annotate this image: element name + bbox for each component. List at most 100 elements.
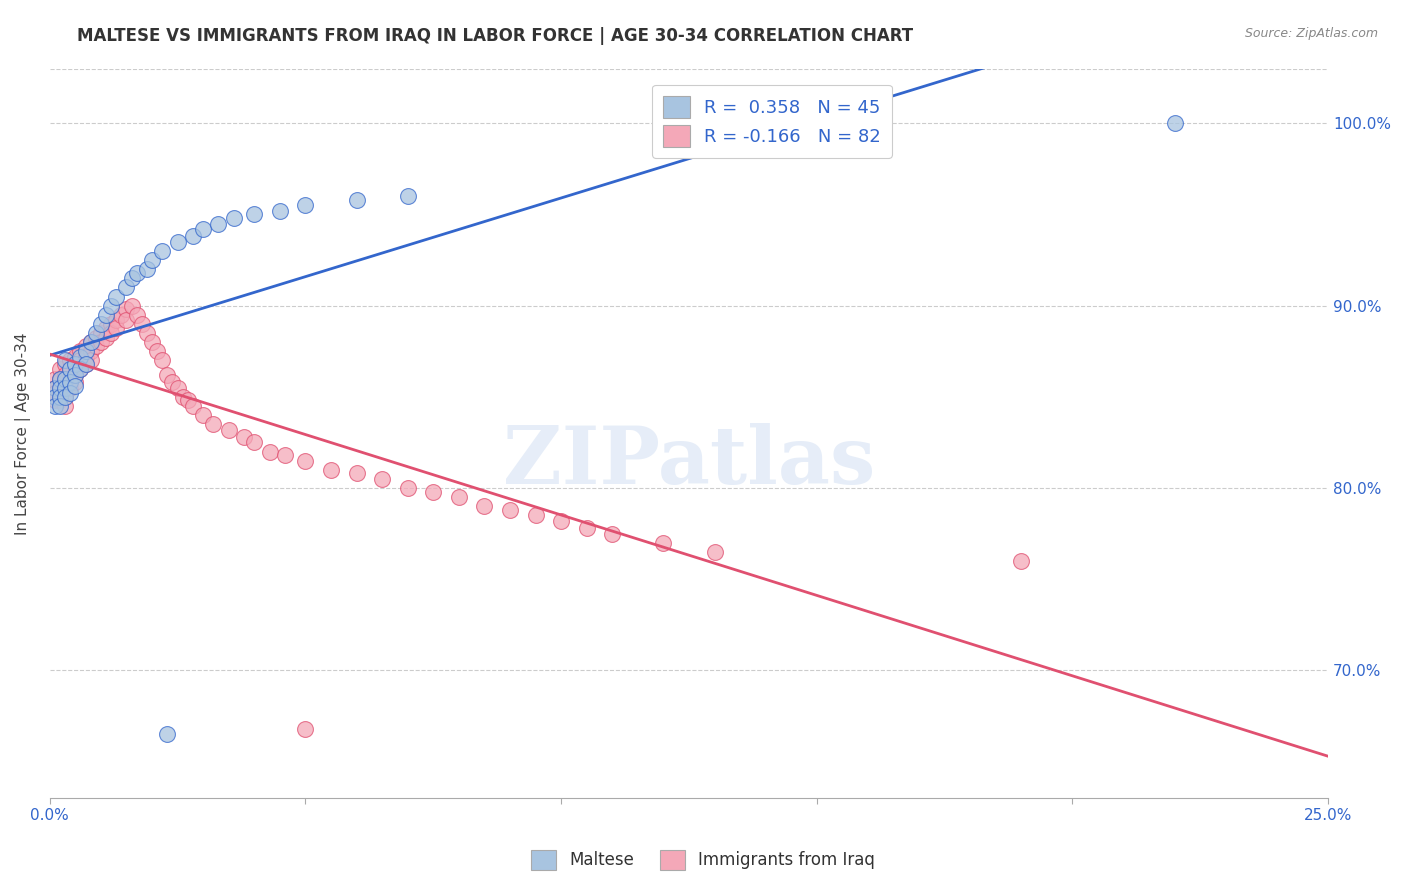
- Point: [75, 339, 97, 353]
- Point: [156, 368, 179, 382]
- Point: [79, 335, 101, 350]
- Point: [90, 335, 112, 350]
- Point: [141, 335, 163, 350]
- Point: [146, 344, 169, 359]
- Point: [156, 727, 179, 741]
- Point: [294, 453, 316, 467]
- Point: [59, 386, 82, 401]
- Point: [59, 381, 82, 395]
- Point: [94, 331, 117, 345]
- Point: [191, 408, 214, 422]
- Point: [65, 357, 87, 371]
- Point: [90, 326, 112, 340]
- Point: [59, 362, 82, 376]
- Point: [59, 371, 82, 385]
- Point: [49, 371, 72, 385]
- Legend: Maltese, Immigrants from Iraq: Maltese, Immigrants from Iraq: [524, 843, 882, 877]
- Point: [125, 308, 148, 322]
- Point: [53, 381, 76, 395]
- Point: [181, 399, 204, 413]
- Point: [166, 381, 188, 395]
- Point: [53, 390, 76, 404]
- Point: [65, 376, 87, 390]
- Point: [49, 362, 72, 376]
- Point: [202, 417, 225, 432]
- Point: [115, 280, 138, 294]
- Point: [44, 371, 66, 385]
- Y-axis label: In Labor Force | Age 30-34: In Labor Force | Age 30-34: [15, 332, 31, 534]
- Point: [150, 353, 173, 368]
- Point: [53, 371, 76, 385]
- Point: [59, 362, 82, 376]
- Point: [49, 371, 72, 385]
- Point: [294, 198, 316, 212]
- Point: [53, 376, 76, 390]
- Point: [499, 503, 522, 517]
- Point: [53, 390, 76, 404]
- Point: [422, 484, 444, 499]
- Point: [79, 344, 101, 359]
- Point: [69, 350, 91, 364]
- Point: [79, 335, 101, 350]
- Point: [243, 435, 266, 450]
- Point: [49, 393, 72, 408]
- Point: [319, 463, 342, 477]
- Point: [49, 381, 72, 395]
- Point: [141, 253, 163, 268]
- Point: [259, 444, 281, 458]
- Point: [474, 500, 496, 514]
- Point: [524, 508, 547, 523]
- Point: [65, 350, 87, 364]
- Point: [396, 189, 419, 203]
- Point: [121, 299, 143, 313]
- Point: [600, 526, 623, 541]
- Point: [53, 399, 76, 413]
- Point: [53, 368, 76, 382]
- Point: [115, 302, 138, 317]
- Point: [44, 393, 66, 408]
- Point: [49, 386, 72, 401]
- Point: [150, 244, 173, 258]
- Point: [105, 289, 128, 303]
- Point: [100, 326, 122, 340]
- Point: [1010, 554, 1032, 568]
- Point: [49, 381, 72, 395]
- Point: [94, 320, 117, 334]
- Point: [346, 467, 368, 481]
- Point: [75, 344, 97, 359]
- Legend: R =  0.358   N = 45, R = -0.166   N = 82: R = 0.358 N = 45, R = -0.166 N = 82: [652, 85, 891, 158]
- Point: [75, 357, 97, 371]
- Point: [100, 317, 122, 331]
- Point: [44, 390, 66, 404]
- Point: [115, 313, 138, 327]
- Point: [69, 362, 91, 376]
- Point: [75, 357, 97, 371]
- Point: [44, 381, 66, 395]
- Point: [274, 448, 297, 462]
- Point: [65, 368, 87, 382]
- Text: MALTESE VS IMMIGRANTS FROM IRAQ IN LABOR FORCE | AGE 30-34 CORRELATION CHART: MALTESE VS IMMIGRANTS FROM IRAQ IN LABOR…: [77, 27, 914, 45]
- Point: [371, 472, 394, 486]
- Point: [49, 390, 72, 404]
- Point: [218, 423, 240, 437]
- Point: [69, 353, 91, 368]
- Point: [222, 211, 245, 225]
- Point: [447, 490, 470, 504]
- Point: [94, 308, 117, 322]
- Point: [65, 368, 87, 382]
- Point: [207, 217, 229, 231]
- Point: [172, 390, 194, 404]
- Point: [243, 207, 266, 221]
- Point: [575, 521, 598, 535]
- Point: [162, 376, 184, 390]
- Point: [233, 430, 256, 444]
- Point: [84, 326, 107, 340]
- Point: [135, 262, 157, 277]
- Point: [90, 317, 112, 331]
- Point: [59, 376, 82, 390]
- Point: [65, 379, 87, 393]
- Point: [135, 326, 157, 340]
- Point: [652, 535, 675, 549]
- Point: [75, 350, 97, 364]
- Point: [269, 203, 291, 218]
